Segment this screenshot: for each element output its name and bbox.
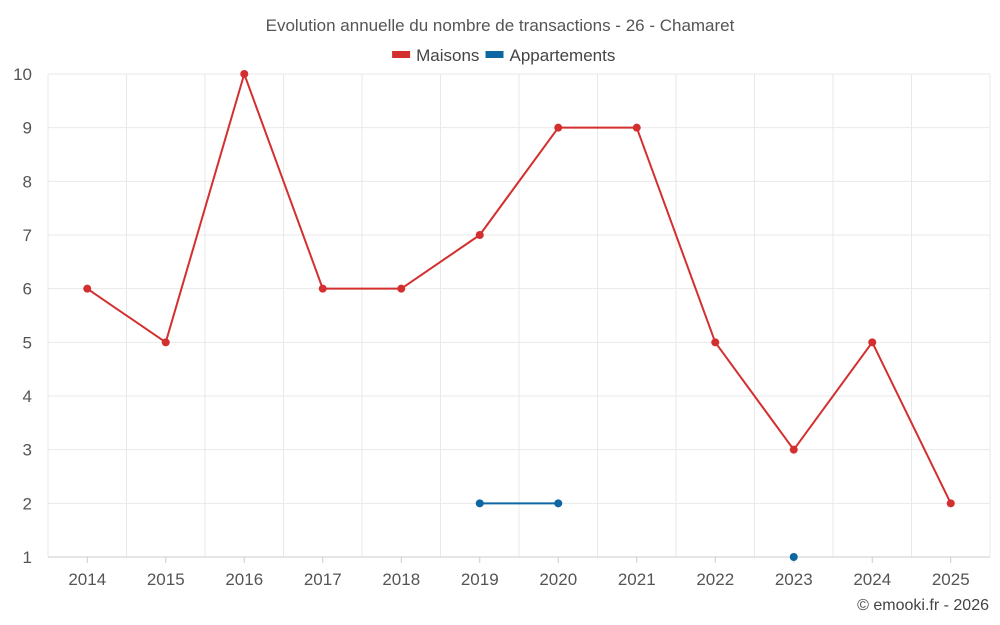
- x-tick-label: 2022: [696, 570, 734, 589]
- x-tick-label: 2017: [304, 570, 342, 589]
- data-point: [554, 499, 563, 508]
- data-point: [711, 338, 720, 347]
- y-tick-label: 3: [23, 441, 32, 460]
- data-point: [240, 70, 249, 78]
- data-point: [789, 553, 798, 561]
- x-tick-label: 2016: [225, 570, 263, 589]
- legend-label: Maisons: [416, 46, 479, 65]
- x-tick-label: 2018: [382, 570, 420, 589]
- y-tick-label: 4: [23, 387, 32, 406]
- legend: Maisons Appartements: [392, 46, 615, 65]
- y-tick-label: 10: [13, 65, 32, 84]
- data-point: [318, 284, 327, 293]
- data-point: [946, 499, 955, 508]
- y-tick-label: 2: [23, 494, 32, 513]
- axes: 1 2 3 4 5 6 7 8 9 10 2014 2015 2016 2017 2018 2019 2020 2…: [13, 65, 990, 589]
- legend-swatch: [392, 51, 411, 58]
- data-point: [475, 499, 484, 508]
- series-appartements: [475, 499, 798, 561]
- y-tick-label: 6: [23, 280, 32, 299]
- x-tick-label: 2024: [853, 570, 891, 589]
- legend-swatch: [485, 51, 504, 58]
- data-point: [868, 338, 877, 347]
- data-point: [161, 338, 170, 347]
- data-point: [83, 284, 92, 293]
- grid: [47, 73, 991, 558]
- x-tick-label: 2023: [775, 570, 813, 589]
- series-line: [86, 73, 952, 504]
- y-tick-label: 9: [23, 119, 32, 138]
- series-layer: [83, 70, 955, 561]
- y-tick-label: 7: [23, 226, 32, 245]
- y-tick-label: 1: [23, 548, 32, 567]
- x-tick-label: 2021: [618, 570, 656, 589]
- y-tick-label: 8: [23, 172, 32, 191]
- series-maisons: [83, 70, 955, 508]
- x-tick-label: 2020: [539, 570, 577, 589]
- x-tick-label: 2025: [932, 570, 970, 589]
- legend-label: Appartements: [510, 46, 616, 65]
- chart-title: Evolution annuelle du nombre de transact…: [266, 16, 735, 35]
- y-tick-label: 5: [23, 333, 32, 352]
- data-point: [632, 123, 641, 132]
- credit-text: © emooki.fr - 2026: [857, 597, 989, 614]
- data-point: [554, 123, 563, 132]
- data-point: [397, 284, 406, 293]
- data-point: [789, 445, 798, 454]
- x-tick-label: 2019: [461, 570, 499, 589]
- x-tick-label: 2015: [147, 570, 185, 589]
- x-tick-label: 2014: [68, 570, 106, 589]
- data-point: [475, 231, 484, 239]
